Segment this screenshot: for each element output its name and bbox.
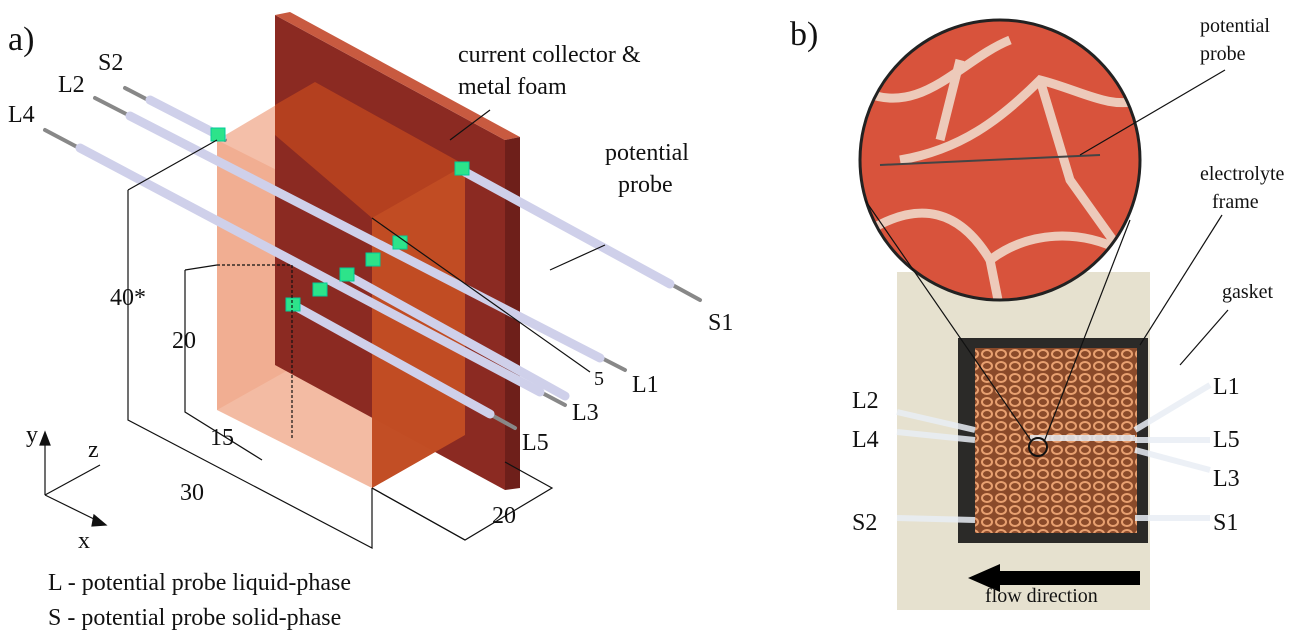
photo xyxy=(897,272,1210,610)
axis-label: y xyxy=(26,422,38,448)
dimension-label: 30 xyxy=(180,480,204,506)
annotation: probe xyxy=(1200,43,1246,65)
annotation: electrolyte xyxy=(1200,163,1285,185)
probe-label: S1 xyxy=(708,310,733,336)
probe-label: L5 xyxy=(1213,427,1240,453)
legend-text: L - potential probe liquid-phase xyxy=(48,570,351,596)
probe-label: L4 xyxy=(8,102,35,128)
probe-label: L3 xyxy=(572,400,599,426)
probe-label: L5 xyxy=(522,430,549,456)
dimension-label: 20 xyxy=(492,503,516,529)
probe-label: L2 xyxy=(852,388,879,414)
annotation: metal foam xyxy=(458,74,567,100)
dimension-label: 20 xyxy=(172,328,196,354)
probe-label: S2 xyxy=(852,510,877,536)
probe-label: L4 xyxy=(852,427,879,453)
probe-label: S2 xyxy=(98,50,123,76)
annotation: gasket xyxy=(1222,281,1274,303)
legend-text: S - potential probe solid-phase xyxy=(48,605,341,631)
annotation: frame xyxy=(1212,191,1259,213)
magnified-view xyxy=(860,20,1140,310)
dimension-label: 40* xyxy=(110,285,146,311)
axis-label: x xyxy=(78,528,90,554)
annotation: potential xyxy=(605,140,689,166)
annotation: potential xyxy=(1200,15,1270,37)
annotation: probe xyxy=(618,172,673,198)
figure: a) current collector & metal foam potent… xyxy=(0,0,1297,635)
annotation: current collector & xyxy=(458,42,641,68)
probe-label: S1 xyxy=(1213,510,1238,536)
dimension-label: 5 xyxy=(594,368,604,390)
probe-label: L1 xyxy=(632,372,659,398)
probe-label: L3 xyxy=(1213,466,1240,492)
probe-label: L2 xyxy=(58,72,85,98)
panel-label: a) xyxy=(8,21,34,58)
probe-label: L1 xyxy=(1213,374,1240,400)
panel-label: b) xyxy=(790,16,818,53)
axis-label: z xyxy=(88,437,99,463)
flow-label: flow direction xyxy=(985,585,1098,607)
dimension-label: 15 xyxy=(210,425,234,451)
